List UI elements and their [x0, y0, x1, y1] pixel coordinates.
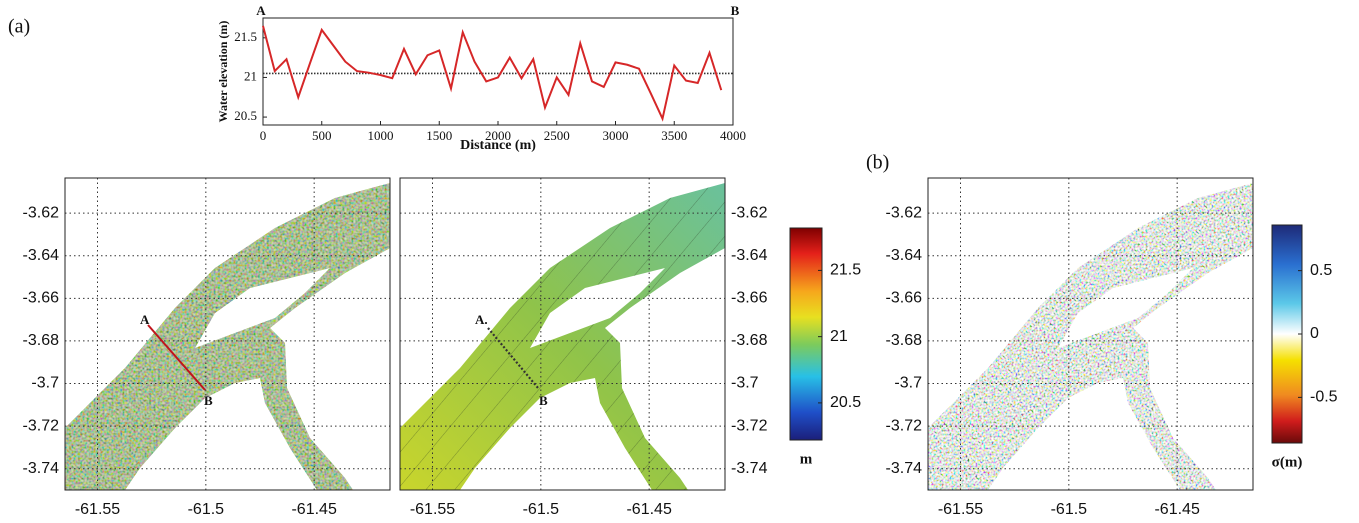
y-tick-label: -3.62 — [23, 204, 60, 221]
x-tick-label: 2500 — [544, 128, 570, 143]
river-contours — [400, 183, 725, 490]
colorbar-tick-label: -0.5 — [1310, 389, 1338, 406]
x-tick-label: 1500 — [426, 128, 452, 143]
x-tick-label: -61.55 — [410, 501, 455, 518]
x-tick-label: -61.55 — [938, 501, 983, 518]
profile-line — [487, 327, 539, 389]
y-tick-label: -3.74 — [731, 460, 768, 477]
x-tick-label: -61.55 — [75, 501, 120, 518]
colorbar-tick-label: 0.5 — [1310, 262, 1332, 279]
y-tick-label: -3.72 — [886, 417, 923, 434]
map-frame — [927, 177, 1254, 491]
x-tick-label: 2000 — [485, 128, 511, 143]
y-tick-label: 21.5 — [234, 29, 257, 44]
panel-label: (b) — [866, 152, 889, 174]
map-raster — [65, 183, 390, 490]
elevation-line — [262, 25, 723, 122]
profile-label: B — [204, 393, 213, 408]
river — [928, 183, 1253, 490]
x-tick-label: 500 — [312, 128, 332, 143]
x-tick-label: -61.5 — [1051, 501, 1088, 518]
y-tick-label: -3.68 — [23, 332, 60, 349]
y-tick-label: -3.74 — [886, 460, 923, 477]
river-noise — [65, 183, 390, 490]
y-tick-label: 21 — [244, 68, 257, 83]
y-tick-label: -3.64 — [731, 247, 768, 264]
x-tick-label: -61.45 — [291, 501, 336, 518]
y-tick-label: -3.68 — [731, 332, 768, 349]
x-tick-label: -61.45 — [626, 501, 671, 518]
y-tick-label: -3.74 — [23, 460, 60, 477]
annotation: B — [731, 3, 740, 18]
y-tick-label: -3.7 — [731, 375, 759, 392]
colorbar-tick-label: 21 — [830, 328, 848, 345]
map-raster — [400, 183, 725, 490]
y-tick-label: -3.72 — [23, 417, 60, 434]
annotation: A — [256, 3, 266, 18]
y-tick-label: -3.66 — [886, 290, 923, 307]
x-axis-label: Distance (m) — [460, 138, 536, 153]
profile-label: A — [140, 312, 150, 327]
river — [400, 183, 725, 490]
colorbar-tick-label: 20.5 — [830, 394, 861, 411]
y-tick-label: -3.7 — [31, 375, 59, 392]
river-noise — [928, 183, 1253, 490]
y-tick-label: -3.7 — [894, 375, 922, 392]
y-tick-label: -3.66 — [23, 290, 60, 307]
x-tick-label: 0 — [260, 128, 267, 143]
x-tick-label: 3500 — [661, 128, 687, 143]
profile-label: B — [539, 393, 548, 408]
y-axis-label: Water elevation (m) — [216, 21, 230, 123]
map-frame — [399, 177, 726, 491]
x-tick-label: 4000 — [720, 128, 746, 143]
y-tick-label: -3.64 — [23, 247, 60, 264]
map-frame — [64, 177, 391, 491]
y-tick-label: -3.66 — [731, 290, 768, 307]
x-tick-label: -61.5 — [188, 501, 225, 518]
x-tick-label: -61.5 — [523, 501, 560, 518]
x-tick-label: -61.45 — [1154, 501, 1199, 518]
colorbar — [1271, 224, 1303, 444]
colorbar-label: m — [800, 451, 813, 467]
y-tick-label: -3.64 — [886, 247, 923, 264]
map-raster — [928, 183, 1253, 490]
colorbar-tick-label: 0 — [1310, 325, 1319, 342]
y-tick-label: -3.72 — [731, 417, 768, 434]
profile-label: A. — [475, 312, 488, 327]
colorbar — [789, 227, 823, 441]
river — [65, 183, 390, 490]
plot-frame — [262, 17, 734, 126]
colorbar-label: σ(m) — [1272, 454, 1303, 470]
y-tick-label: -3.68 — [886, 332, 923, 349]
colorbar-tick-label: 21.5 — [830, 262, 861, 279]
x-tick-label: 1000 — [368, 128, 394, 143]
y-tick-label: -3.62 — [731, 204, 768, 221]
x-tick-label: 3000 — [603, 128, 629, 143]
panel-label: (a) — [8, 16, 30, 38]
y-tick-label: -3.62 — [886, 204, 923, 221]
y-tick-label: 20.5 — [234, 108, 257, 123]
profile-line — [147, 324, 206, 391]
